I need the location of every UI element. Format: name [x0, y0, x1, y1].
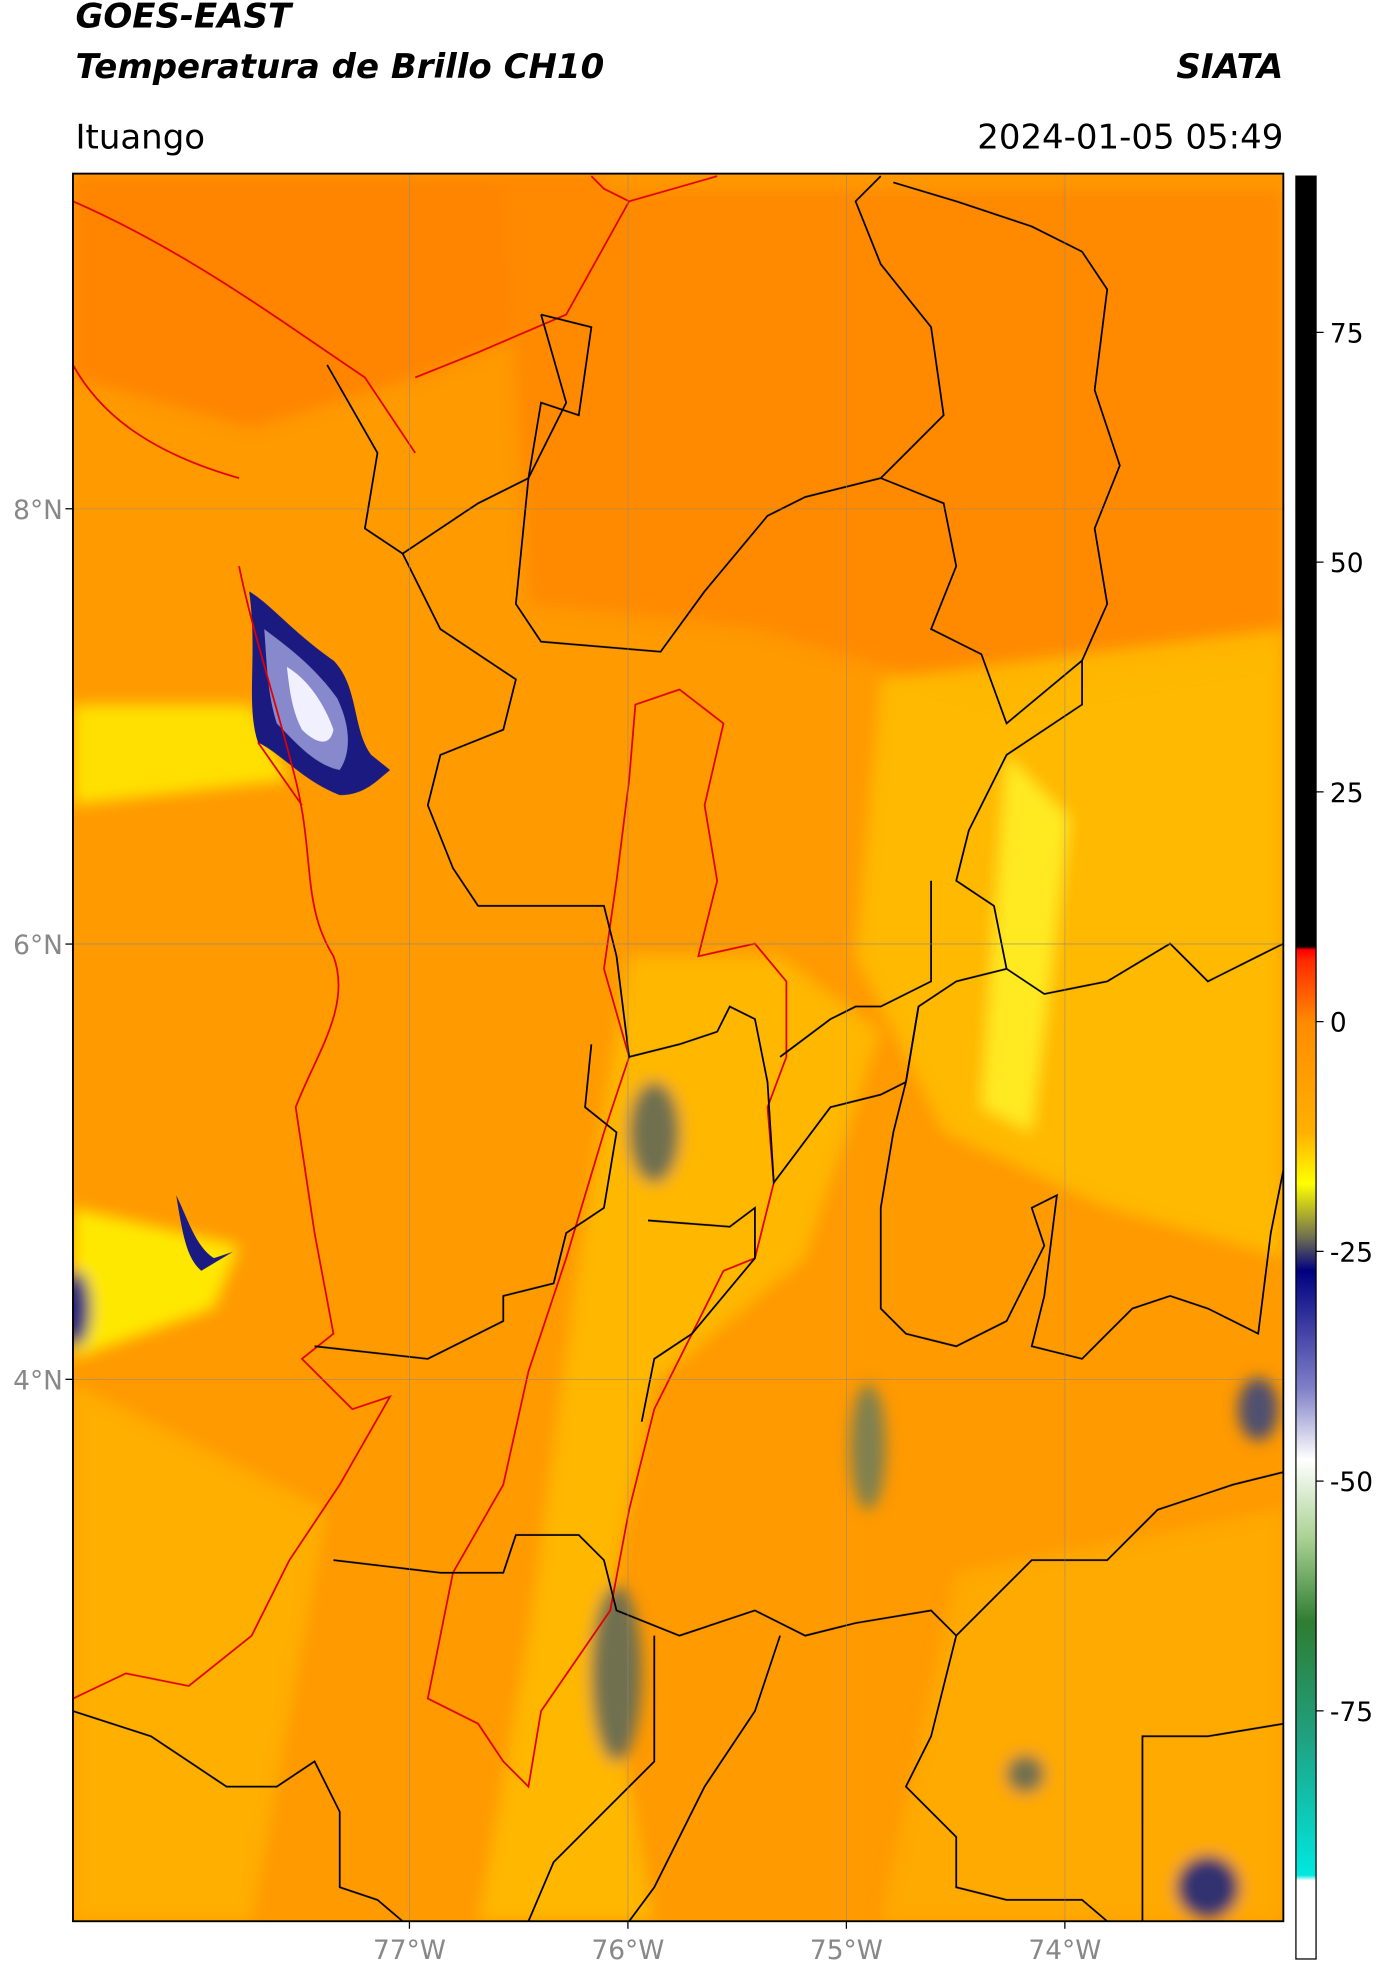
colorbar-ticks: 75 50 25 0 -25 -50 -75	[1316, 318, 1373, 1728]
map-image	[72, 173, 1284, 1922]
y-tick-label: 8°N	[13, 495, 63, 526]
y-tick-label: 4°N	[13, 1365, 63, 1396]
x-tick-label: 75°W	[810, 1935, 883, 1966]
title: GOES-EAST	[75, 0, 293, 37]
colorbar-tick-label: -50	[1330, 1467, 1373, 1498]
colorbar-tick-label: 25	[1330, 778, 1364, 809]
colorbar-tick-label: -25	[1330, 1237, 1373, 1268]
colorbar	[1295, 175, 1317, 1960]
colorbar-tick-label: -75	[1330, 1697, 1373, 1728]
location: Ituango	[75, 117, 205, 157]
subtitle: Temperatura de Brillo CH10	[75, 47, 604, 87]
colorbar-tick-label: 75	[1330, 318, 1364, 349]
y-tick-label: 6°N	[13, 930, 63, 961]
datetime: 2024-01-05 05:49	[977, 117, 1283, 157]
x-tick-label: 76°W	[591, 1935, 664, 1966]
x-tick-label: 77°W	[373, 1935, 446, 1966]
x-tick-label: 74°W	[1028, 1935, 1101, 1966]
map-grid: 77°W 76°W 75°W 74°W 8°N 6°N 4°N	[13, 173, 1284, 1966]
source: SIATA	[1176, 47, 1283, 87]
colorbar-tick-label: 50	[1330, 548, 1364, 579]
colorbar-tick-label: 0	[1330, 1008, 1347, 1039]
map-frame	[72, 172, 1285, 1923]
